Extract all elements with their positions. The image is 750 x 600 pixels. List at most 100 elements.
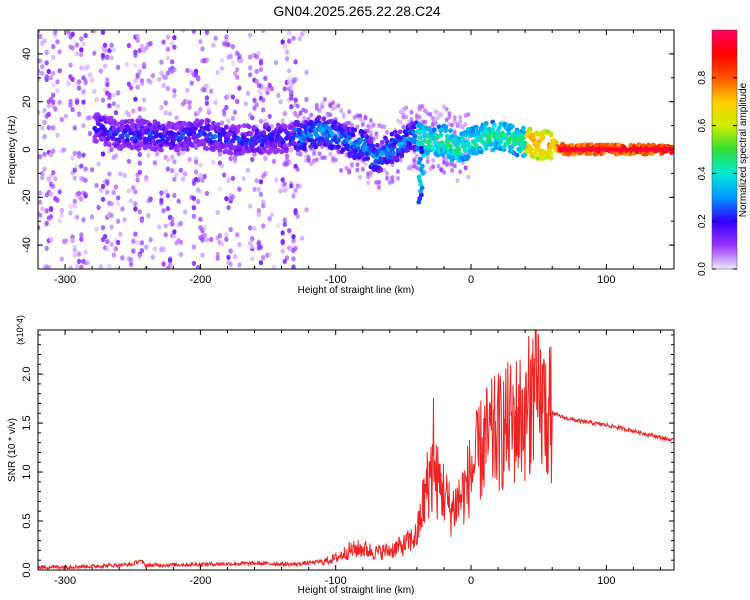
noise-blob — [420, 104, 425, 109]
ridge-cell — [301, 142, 307, 148]
noise-blob — [40, 70, 45, 76]
noise-blob — [193, 169, 199, 175]
noise-blob — [447, 111, 452, 116]
noise-blob — [187, 104, 192, 110]
ridge-cell — [261, 130, 267, 135]
noise-blob — [219, 241, 225, 247]
noise-blob — [170, 168, 175, 174]
noise-blob — [178, 251, 184, 258]
noise-blob — [59, 212, 64, 218]
noise-blob — [183, 171, 188, 177]
noise-blob — [63, 238, 69, 244]
noise-blob — [230, 44, 236, 50]
noise-blob — [248, 225, 253, 231]
noise-blob — [102, 233, 108, 240]
noise-blob — [38, 199, 43, 205]
noise-blob — [79, 47, 84, 53]
noise-blob — [226, 93, 231, 99]
noise-blob — [347, 109, 352, 115]
noise-blob — [133, 96, 138, 102]
noise-blob — [191, 180, 197, 186]
noise-blob — [107, 92, 112, 98]
noise-blob — [40, 170, 45, 177]
noise-blob — [146, 213, 151, 219]
ridge-cell — [155, 121, 161, 126]
noise-blob — [124, 61, 129, 67]
noise-blob — [111, 101, 117, 107]
noise-blob — [137, 69, 142, 75]
noise-blob — [256, 208, 261, 214]
noise-blob — [40, 125, 45, 131]
noise-blob — [287, 159, 292, 165]
noise-blob — [172, 93, 177, 99]
noise-blob — [458, 115, 463, 120]
ridge-cell — [199, 119, 205, 124]
noise-blob — [105, 178, 110, 184]
noise-blob — [115, 201, 121, 207]
noise-blob — [248, 65, 253, 71]
ridge-cell — [439, 140, 445, 146]
noise-blob — [170, 59, 175, 65]
noise-blob — [139, 43, 145, 50]
noise-blob — [44, 220, 49, 227]
noise-blob — [287, 228, 292, 234]
noise-blob — [76, 251, 82, 257]
noise-blob — [358, 175, 363, 180]
noise-blob — [174, 115, 179, 121]
noise-blob — [42, 38, 47, 44]
noise-blob — [355, 167, 360, 173]
noise-blob — [198, 106, 203, 112]
noise-blob — [256, 241, 261, 247]
noise-blob — [460, 125, 465, 130]
noise-blob — [98, 187, 104, 193]
ridge-cell — [314, 133, 320, 139]
noise-blob — [254, 68, 259, 75]
noise-blob — [271, 264, 277, 269]
noise-blob — [206, 107, 212, 113]
noise-blob — [46, 125, 51, 131]
noise-blob — [280, 39, 285, 45]
noise-blob — [280, 177, 285, 183]
noise-blob — [442, 104, 446, 110]
noise-blob — [128, 85, 134, 91]
noise-blob — [298, 110, 303, 115]
snr-series — [38, 330, 674, 570]
ridge-cell — [136, 146, 142, 152]
noise-blob — [51, 82, 56, 88]
noise-blob — [302, 115, 307, 121]
noise-blob — [107, 263, 112, 269]
noise-blob — [148, 196, 153, 202]
noise-blob — [267, 216, 272, 222]
noise-blob — [263, 171, 268, 177]
noise-blob — [328, 151, 333, 157]
noise-blob — [81, 41, 86, 47]
noise-blob — [172, 159, 177, 165]
noise-blob — [278, 99, 283, 105]
y-tick-label: 0.5 — [21, 513, 33, 528]
ridge-cell — [527, 126, 533, 132]
noise-blob — [291, 234, 296, 240]
noise-blob — [137, 48, 142, 54]
noise-blob — [254, 102, 259, 108]
noise-blob — [178, 220, 184, 227]
noise-blob — [113, 246, 119, 252]
noise-blob — [322, 155, 327, 161]
noise-blob — [282, 86, 287, 92]
noise-blob — [211, 159, 216, 165]
ridge-cell — [212, 134, 218, 139]
noise-blob — [46, 103, 51, 109]
noise-blob — [165, 157, 171, 163]
noise-blob — [144, 244, 149, 250]
y-tick-label: -40 — [21, 237, 33, 253]
noise-blob — [217, 233, 223, 239]
noise-blob — [120, 206, 125, 212]
ridge-cell — [358, 137, 364, 143]
noise-blob — [458, 169, 463, 175]
ridge-cell — [443, 125, 448, 131]
noise-blob — [306, 154, 311, 160]
noise-blob — [150, 254, 155, 260]
noise-blob — [159, 200, 164, 206]
noise-blob — [87, 130, 93, 137]
noise-blob — [289, 104, 294, 110]
noise-blob — [455, 178, 460, 184]
